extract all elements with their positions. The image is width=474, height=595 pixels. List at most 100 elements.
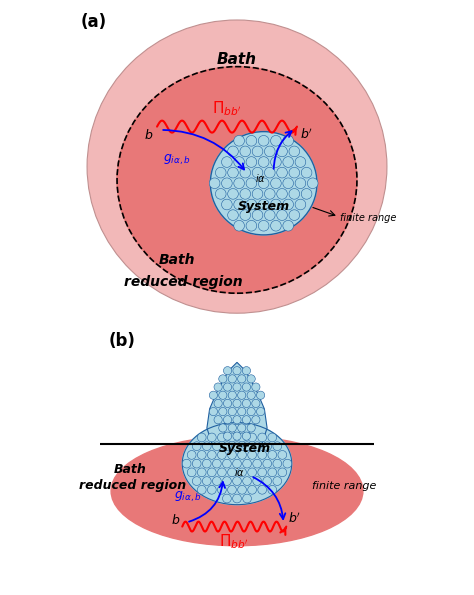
- Circle shape: [240, 189, 251, 199]
- Circle shape: [233, 432, 241, 440]
- Circle shape: [219, 391, 227, 399]
- Circle shape: [289, 146, 300, 156]
- Circle shape: [223, 459, 231, 468]
- Circle shape: [246, 136, 257, 146]
- Circle shape: [192, 459, 201, 468]
- Circle shape: [263, 477, 272, 486]
- Circle shape: [223, 399, 232, 408]
- Text: reduced region: reduced region: [80, 479, 187, 492]
- Circle shape: [240, 210, 251, 221]
- Circle shape: [223, 367, 232, 375]
- Circle shape: [228, 450, 237, 459]
- Circle shape: [228, 189, 238, 199]
- Circle shape: [283, 220, 293, 231]
- Circle shape: [283, 178, 293, 189]
- Circle shape: [237, 391, 246, 399]
- Circle shape: [221, 156, 232, 167]
- Ellipse shape: [210, 131, 317, 235]
- Circle shape: [215, 189, 226, 199]
- Circle shape: [228, 424, 237, 432]
- Circle shape: [243, 459, 251, 468]
- Circle shape: [289, 210, 300, 221]
- Circle shape: [234, 136, 245, 146]
- Circle shape: [277, 189, 287, 199]
- Circle shape: [264, 210, 275, 221]
- Circle shape: [215, 167, 226, 178]
- Circle shape: [278, 468, 287, 477]
- Circle shape: [252, 210, 263, 221]
- Circle shape: [243, 494, 251, 503]
- Circle shape: [253, 477, 262, 486]
- Text: (b): (b): [109, 332, 135, 350]
- Circle shape: [242, 432, 251, 440]
- Circle shape: [277, 167, 287, 178]
- Circle shape: [246, 199, 257, 210]
- Circle shape: [228, 167, 238, 178]
- Circle shape: [208, 450, 216, 459]
- Text: $i\alpha$: $i\alpha$: [234, 466, 245, 478]
- Circle shape: [271, 156, 281, 167]
- Circle shape: [228, 375, 237, 383]
- Circle shape: [233, 424, 241, 433]
- Circle shape: [234, 199, 245, 210]
- Circle shape: [182, 459, 191, 468]
- Circle shape: [295, 156, 306, 167]
- Circle shape: [243, 477, 251, 486]
- Circle shape: [197, 433, 206, 442]
- Circle shape: [283, 199, 293, 210]
- Ellipse shape: [87, 20, 387, 313]
- Circle shape: [212, 477, 221, 486]
- Circle shape: [271, 199, 281, 210]
- Circle shape: [243, 424, 251, 433]
- Circle shape: [295, 199, 306, 210]
- Circle shape: [242, 367, 251, 375]
- Circle shape: [289, 189, 300, 199]
- Circle shape: [258, 486, 266, 494]
- Circle shape: [212, 442, 221, 450]
- Text: $g_{i\alpha,b}$: $g_{i\alpha,b}$: [174, 489, 201, 503]
- Text: $g_{i\alpha,b}$: $g_{i\alpha,b}$: [163, 153, 191, 167]
- Circle shape: [283, 156, 293, 167]
- Circle shape: [242, 383, 251, 391]
- Text: reduced region: reduced region: [124, 274, 243, 289]
- Circle shape: [247, 375, 255, 383]
- Circle shape: [234, 220, 245, 231]
- Text: System: System: [219, 442, 271, 455]
- Circle shape: [301, 189, 312, 199]
- Circle shape: [187, 450, 196, 459]
- Circle shape: [221, 178, 232, 189]
- Circle shape: [237, 408, 246, 416]
- Circle shape: [273, 459, 282, 468]
- Circle shape: [268, 468, 277, 477]
- Circle shape: [295, 178, 306, 189]
- Circle shape: [234, 156, 245, 167]
- Circle shape: [248, 468, 256, 477]
- Circle shape: [223, 442, 231, 450]
- Circle shape: [214, 416, 222, 424]
- Circle shape: [252, 189, 263, 199]
- Circle shape: [208, 486, 216, 494]
- Circle shape: [218, 468, 226, 477]
- Text: $i\alpha$: $i\alpha$: [255, 173, 266, 184]
- Circle shape: [289, 167, 300, 178]
- Circle shape: [202, 459, 211, 468]
- Circle shape: [202, 477, 211, 486]
- Circle shape: [258, 136, 269, 146]
- Circle shape: [246, 156, 257, 167]
- Circle shape: [258, 199, 269, 210]
- Circle shape: [268, 433, 277, 442]
- Circle shape: [271, 178, 281, 189]
- Circle shape: [228, 468, 237, 477]
- Circle shape: [233, 477, 241, 486]
- Circle shape: [187, 468, 196, 477]
- Circle shape: [212, 459, 221, 468]
- Circle shape: [264, 167, 275, 178]
- Circle shape: [301, 167, 312, 178]
- Circle shape: [228, 486, 237, 494]
- Circle shape: [271, 136, 281, 146]
- Circle shape: [253, 442, 262, 450]
- Circle shape: [233, 416, 241, 424]
- Circle shape: [202, 442, 211, 450]
- Circle shape: [252, 399, 260, 408]
- Circle shape: [197, 468, 206, 477]
